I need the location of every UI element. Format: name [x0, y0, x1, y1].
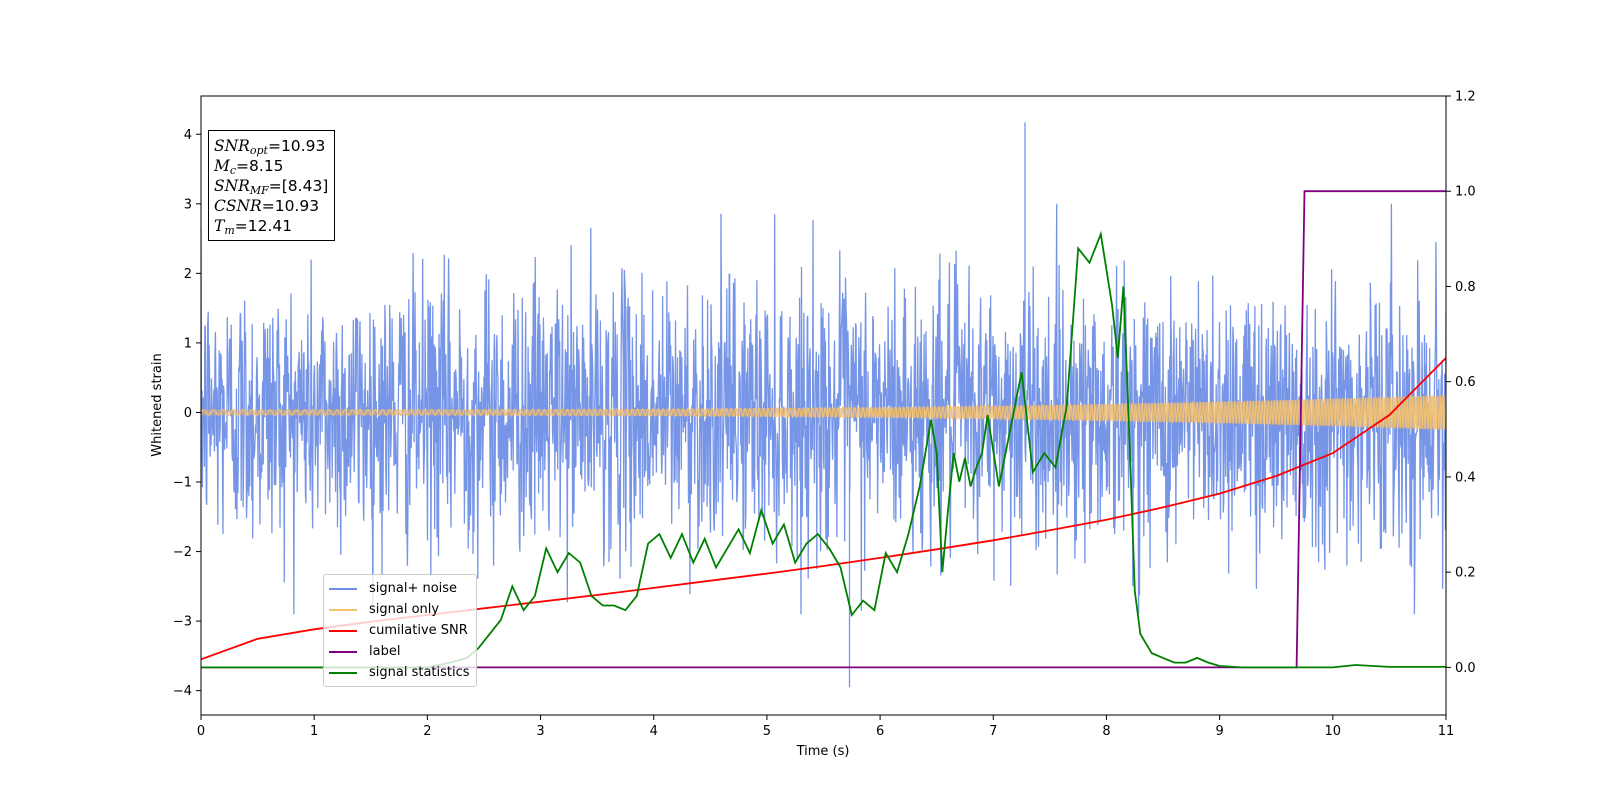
legend-item-label: label: [329, 641, 470, 662]
y-right-tick-label: 1.0: [1455, 185, 1476, 200]
x-tick-label: 11: [1438, 724, 1455, 739]
x-tick-label: 2: [423, 724, 431, 739]
x-axis-label: Time (s): [796, 744, 850, 759]
series-signal-only-envelope: [201, 395, 1446, 430]
plot-frame: [200, 95, 1447, 716]
x-tick-label: 8: [1102, 724, 1110, 739]
x-tick-label: 6: [876, 724, 884, 739]
y-left-tick-label: 3: [184, 197, 192, 212]
y-left-tick-label: −3: [173, 615, 192, 630]
y-left-tick-label: −1: [173, 476, 192, 491]
x-tick-label: 10: [1325, 724, 1342, 739]
stat-csnr: CSNR=10.93: [214, 197, 320, 215]
stat-mc: Mc=8.15: [214, 157, 284, 177]
series-signal-only: [201, 395, 1446, 430]
y-right-tick-label: 0.8: [1455, 280, 1476, 295]
stat-tm: Tm=12.41: [214, 217, 293, 237]
y-right-tick-label: 0.4: [1455, 470, 1476, 485]
legend-label: label: [369, 644, 401, 659]
y-left-tick-label: −4: [173, 684, 192, 699]
legend-swatch: [329, 629, 357, 632]
series-signal-noise: [201, 122, 1446, 688]
x-axis: 0 1 2 3 4 5 6 7 8 9 10 11: [197, 715, 1454, 739]
stats-annotation-box: SNRopt=10.93 Mc=8.15 SNRMF=[8.43] CSNR=1…: [208, 130, 336, 241]
y-right-tick-label: 1.2: [1455, 90, 1476, 105]
y-right-tick-label: 0.0: [1455, 661, 1476, 676]
y-right-tick-label: 0.6: [1455, 375, 1476, 390]
x-tick-label: 4: [650, 724, 658, 739]
legend-item-signal-statistics: signal statistics: [329, 662, 470, 683]
x-tick-label: 7: [989, 724, 997, 739]
x-tick-label: 0: [197, 724, 205, 739]
legend-item-signal-noise: signal+ noise: [329, 578, 470, 599]
x-tick-label: 1: [310, 724, 318, 739]
x-tick-label: 3: [536, 724, 544, 739]
y-left-tick-label: 0: [184, 406, 192, 421]
y-axis-right: 0.0 0.2 0.4 0.6 0.8 1.0 1.2: [1446, 90, 1476, 676]
legend-label: signal+ noise: [369, 581, 458, 596]
legend-item-signal-only: signal only: [329, 599, 470, 620]
x-tick-label: 9: [1215, 724, 1223, 739]
legend-swatch: [329, 650, 357, 653]
legend-swatch: [329, 671, 357, 674]
y-left-tick-label: 4: [184, 128, 192, 143]
y-axis-label: Whitened strain: [150, 353, 165, 456]
stat-snr-mf: SNRMF=[8.43]: [214, 177, 329, 197]
legend-label: cumilative SNR: [369, 623, 468, 638]
y-right-tick-label: 0.2: [1455, 566, 1476, 581]
y-axis-left: −4 −3 −2 −1 0 1 2 3 4: [173, 128, 201, 699]
legend-swatch: [329, 608, 357, 611]
x-tick-label: 5: [763, 724, 771, 739]
y-left-tick-label: −2: [173, 545, 192, 560]
series-signal-statistics: [201, 230, 1446, 669]
series-label: [201, 190, 1446, 669]
legend-label: signal statistics: [369, 665, 470, 680]
y-left-tick-label: 2: [184, 267, 192, 282]
legend: signal+ noise signal only cumilative SNR…: [323, 574, 477, 687]
legend-item-cumulative-snr: cumilative SNR: [329, 620, 470, 641]
stat-snr-opt: SNRopt=10.93: [214, 137, 326, 157]
legend-label: signal only: [369, 602, 440, 617]
y-left-tick-label: 1: [184, 336, 192, 351]
legend-swatch: [329, 587, 357, 590]
